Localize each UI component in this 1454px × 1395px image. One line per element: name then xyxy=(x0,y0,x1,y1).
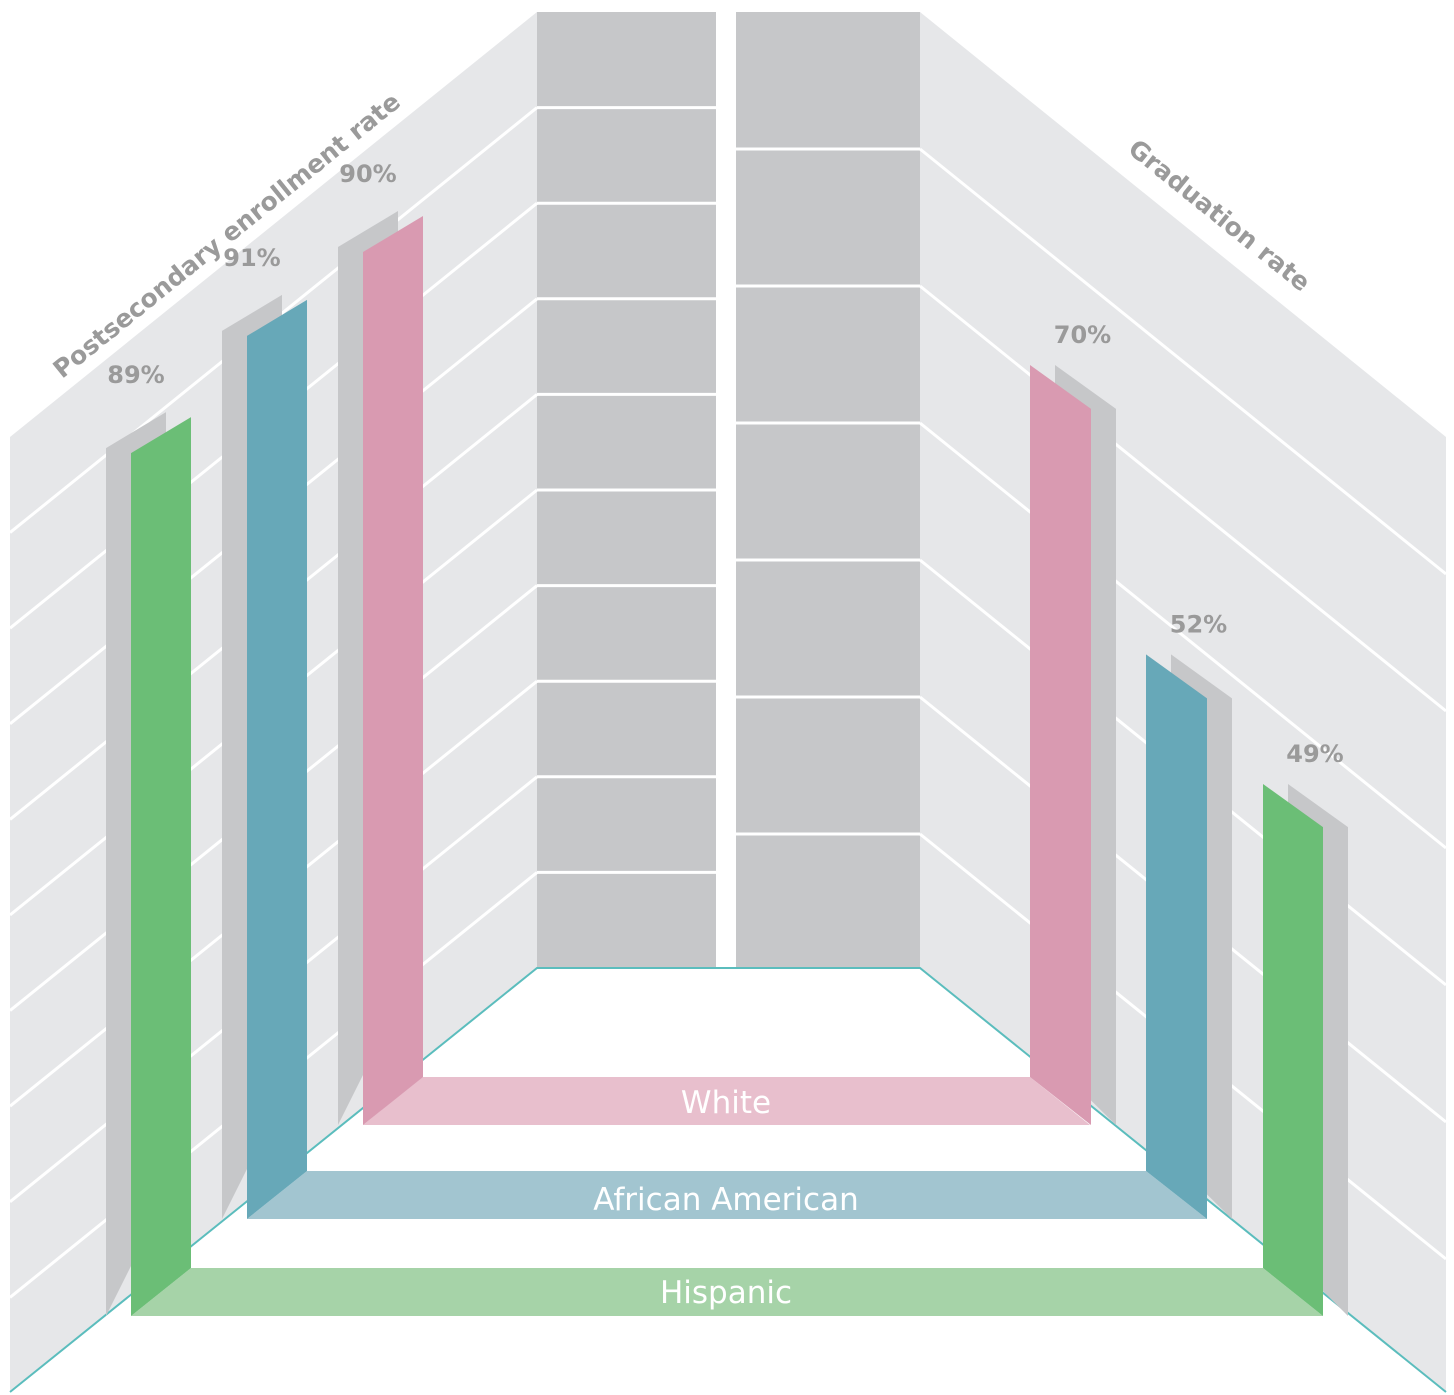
value-label-graduation-african-american: 52% xyxy=(1170,610,1227,638)
band-label-african-american: African American xyxy=(593,1182,858,1218)
bar-enrollment-african-american xyxy=(247,300,307,1219)
band-label-white: White xyxy=(681,1085,771,1121)
bar-graduation-african-american xyxy=(1146,654,1207,1219)
bar-enrollment-white xyxy=(363,216,423,1125)
bar-graduation-hispanic xyxy=(1263,784,1323,1316)
band-label-hispanic: Hispanic xyxy=(660,1275,792,1311)
value-label-graduation-white: 70% xyxy=(1054,321,1111,349)
bar-graduation-white xyxy=(1030,365,1091,1125)
value-label-graduation-hispanic: 49% xyxy=(1286,740,1343,768)
value-label-enrollment-hispanic: 89% xyxy=(107,361,164,389)
value-label-enrollment-white: 90% xyxy=(339,160,396,188)
back-wall-right xyxy=(736,12,920,968)
bar-enrollment-hispanic xyxy=(131,417,191,1316)
